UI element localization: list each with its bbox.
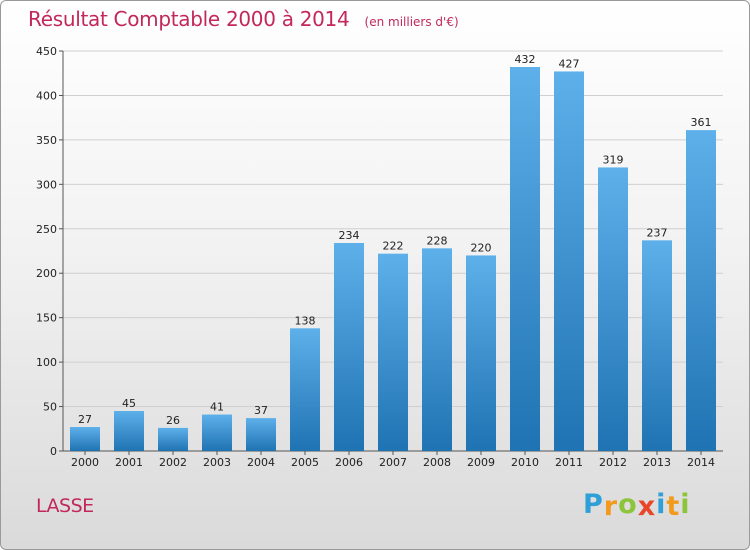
bar-2013 <box>642 240 672 451</box>
bar-2000 <box>70 427 100 451</box>
bar-2008 <box>422 248 452 451</box>
x-tick-label-2004: 2004 <box>247 456 275 469</box>
x-tick-label-2013: 2013 <box>643 456 671 469</box>
chart-subtitle: (en milliers d'€) <box>364 15 459 29</box>
y-tick-label: 0 <box>50 445 57 458</box>
commune-name: LASSE <box>36 495 94 517</box>
bar-2004 <box>246 418 276 451</box>
bar-2001 <box>114 411 144 451</box>
x-tick-label-2002: 2002 <box>159 456 187 469</box>
bar-2003 <box>202 414 232 451</box>
x-tick-label-2009: 2009 <box>467 456 495 469</box>
x-tick-label-2000: 2000 <box>71 456 99 469</box>
y-tick-label: 450 <box>36 45 57 58</box>
x-tick-label-2007: 2007 <box>379 456 407 469</box>
data-label-2006: 234 <box>339 229 360 242</box>
y-tick-label: 250 <box>36 223 57 236</box>
logo-letter: i <box>656 489 667 520</box>
logo-letter: P <box>583 489 604 520</box>
data-label-2010: 432 <box>515 53 536 66</box>
bar-2007 <box>378 253 408 451</box>
logo-letter: i <box>680 489 691 520</box>
data-label-2004: 37 <box>254 404 268 417</box>
data-label-2000: 27 <box>78 413 92 426</box>
logo-letter: r <box>603 491 619 522</box>
y-tick-label: 400 <box>36 89 57 102</box>
x-tick-labels: 2000 2001 2002 2003 2004 2005 2006 2007 2008 2009… <box>71 456 715 469</box>
chart-title-block: Résultat Comptable 2000 à 2014 (en milli… <box>28 7 459 31</box>
logo-letter: t <box>666 491 681 522</box>
bar-2012 <box>598 167 628 451</box>
logo-letter: o <box>618 489 638 520</box>
x-tick-label-2011: 2011 <box>555 456 583 469</box>
data-label-2011: 427 <box>559 57 580 70</box>
data-label-2009: 220 <box>471 241 492 254</box>
data-label-2012: 319 <box>603 153 624 166</box>
y-tick-label: 300 <box>36 178 57 191</box>
bar-2009 <box>466 255 496 451</box>
data-label-2005: 138 <box>295 314 316 327</box>
y-tick-labels: 0 50 100 150 200 250 300 350 400 450 <box>36 45 57 458</box>
chart-title: Résultat Comptable 2000 à 2014 <box>28 7 350 31</box>
y-tick-label: 50 <box>43 401 57 414</box>
bar-2010 <box>510 67 540 451</box>
data-label-2008: 228 <box>427 234 448 247</box>
bar-2006 <box>334 243 364 451</box>
y-tick-label: 150 <box>36 312 57 325</box>
data-label-2013: 237 <box>647 226 668 239</box>
y-tick-label: 350 <box>36 134 57 147</box>
x-tick-label-2006: 2006 <box>335 456 363 469</box>
data-label-2002: 26 <box>166 414 180 427</box>
bars <box>70 67 716 451</box>
data-label-2007: 222 <box>383 240 404 253</box>
x-tick-label-2014: 2014 <box>687 456 715 469</box>
bar-2014 <box>686 130 716 451</box>
y-tick-label: 200 <box>36 267 57 280</box>
x-tick-label-2008: 2008 <box>423 456 451 469</box>
logo-letter: x <box>637 491 657 522</box>
x-tick-label-2003: 2003 <box>203 456 231 469</box>
y-tick-label: 100 <box>36 356 57 369</box>
data-label-2001: 45 <box>122 397 136 410</box>
proxiti-logo[interactable]: Proxiti <box>583 489 691 522</box>
bar-2005 <box>290 328 320 451</box>
bar-2011 <box>554 71 584 451</box>
x-tick-label-2005: 2005 <box>291 456 319 469</box>
data-label-2003: 41 <box>210 401 224 414</box>
x-tick-label-2010: 2010 <box>511 456 539 469</box>
x-tick-label-2001: 2001 <box>115 456 143 469</box>
data-labels: 27 45 26 41 37 138 234 222 228 220 432 427 319 237 361 <box>78 53 712 427</box>
x-tick-label-2012: 2012 <box>599 456 627 469</box>
data-label-2014: 361 <box>691 116 712 129</box>
bar-2002 <box>158 427 188 451</box>
